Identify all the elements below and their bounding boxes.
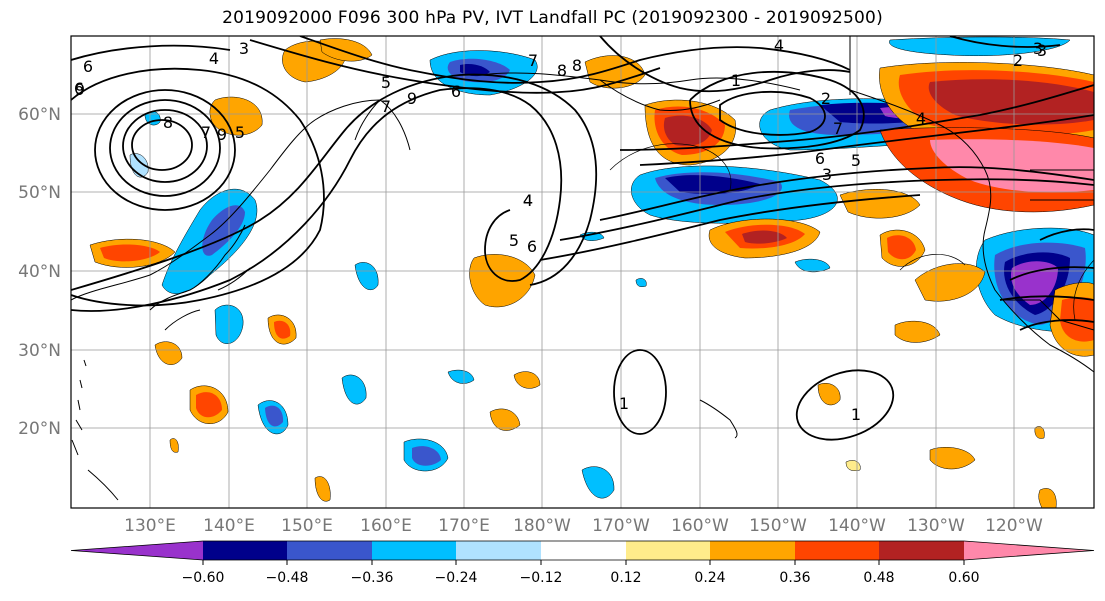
contour-label: 6 [451,82,461,101]
contour-label: 5 [381,73,391,92]
positive-pv-anomalies [89,38,1094,508]
colorbar-tick-label: 0.12 [610,570,641,586]
contour-label: 4 [523,191,533,210]
lat-label: 50°N [18,183,61,203]
contour-label: 6 [74,79,84,98]
map-gridlines [71,36,1094,508]
lon-label: 160°E [360,516,412,536]
lon-label: 170°W [592,516,650,536]
contour-label: 4 [523,191,533,210]
colorbar-segment [710,541,795,560]
contour-label: 6 [83,57,93,76]
colorbar-tick-label: 0.48 [863,570,894,586]
contour-label: 1 [731,71,741,90]
colorbar-segment [287,541,372,560]
contour-label: 2 [821,89,831,108]
contour-label: 8 [557,61,567,80]
colorbar-segment [203,541,287,560]
coastlines [71,36,1094,501]
contour-label: 9 [75,80,85,99]
contour-label: 8 [572,56,582,75]
lon-label: 130°E [124,516,176,536]
contour-label: 4 [916,109,926,128]
colorbar-segment [795,541,879,560]
lon-label: 160°W [671,516,729,536]
contour-label: 9 [407,89,417,108]
lon-label: 140°E [203,516,255,536]
pv-contours [71,36,1094,441]
colorbar-tick-label: −0.12 [520,570,563,586]
contour-label: 4 [209,49,219,68]
contour-label: 5 [235,123,245,142]
colorbar-segment [456,541,541,560]
colorbar-tick-label: 0.36 [779,570,810,586]
longitude-labels: 130°E 140°E 150°E 160°E 170°E 180°W 170°… [124,516,1043,536]
contour-label: 4 [774,36,784,55]
colorbar-segment [541,541,626,560]
contour-label: 5 [509,231,519,250]
lon-label: 130°W [907,516,965,536]
lon-label: 180°W [513,516,571,536]
contour-label: 7 [528,51,538,70]
lon-label: 120°W [985,516,1043,536]
colorbar-tick-label: −0.36 [351,570,394,586]
lat-label: 20°N [18,419,61,439]
lon-label: 170°E [438,516,490,536]
latitude-labels: 60°N 50°N 40°N 30°N 20°N [18,105,61,439]
contour-label: 5 [851,151,861,170]
contour-label: 3 [822,165,832,184]
colorbar-tick-label: −0.48 [266,570,309,586]
contour-label: 3 [1037,41,1047,60]
contour-label: 1 [851,405,861,424]
lon-label: 140°W [828,516,886,536]
colorbar: −0.60 −0.48 −0.36 −0.24 −0.12 0.12 0.24 … [70,540,1095,586]
contour-label: 3 [239,39,249,58]
figure-title: 2019092000 F096 300 hPa PV, IVT Landfall… [222,8,883,28]
colorbar-tick-label: 0.60 [948,570,979,586]
contour-label: 9 [217,125,227,144]
contour-labels: 3 4 9 6 8 7 5 7 9 5 6 8 4 7 2 3 1 4 6 7 … [74,36,1047,424]
contour-label: 6 [527,237,537,256]
colorbar-segments [70,540,1095,561]
contour-label: 8 [163,113,173,132]
contour-label: 6 [815,149,825,168]
lat-label: 40°N [18,262,61,282]
contour-label: 2 [1013,51,1023,70]
colorbar-tick-label: −0.24 [435,570,478,586]
lat-label: 30°N [18,341,61,361]
colorbar-tick-label: 0.24 [694,570,725,586]
lon-label: 150°E [281,516,333,536]
colorbar-segment [71,541,203,560]
contour-label: 7 [833,119,843,138]
contour-label: 1 [619,394,629,413]
contour-label: 7 [381,97,391,116]
lat-label: 60°N [18,105,61,125]
colorbar-tick-label: −0.60 [182,570,225,586]
contour-label: 3 [1033,39,1043,58]
colorbar-segment [626,541,710,560]
colorbar-segment [964,541,1094,560]
colorbar-segment [372,541,456,560]
ivt-contours [609,143,1094,321]
colorbar-ticks [202,560,965,565]
colorbar-segment [879,541,964,560]
contour-label: 7 [201,123,211,142]
lon-label: 150°W [749,516,807,536]
map-border [70,35,1095,509]
